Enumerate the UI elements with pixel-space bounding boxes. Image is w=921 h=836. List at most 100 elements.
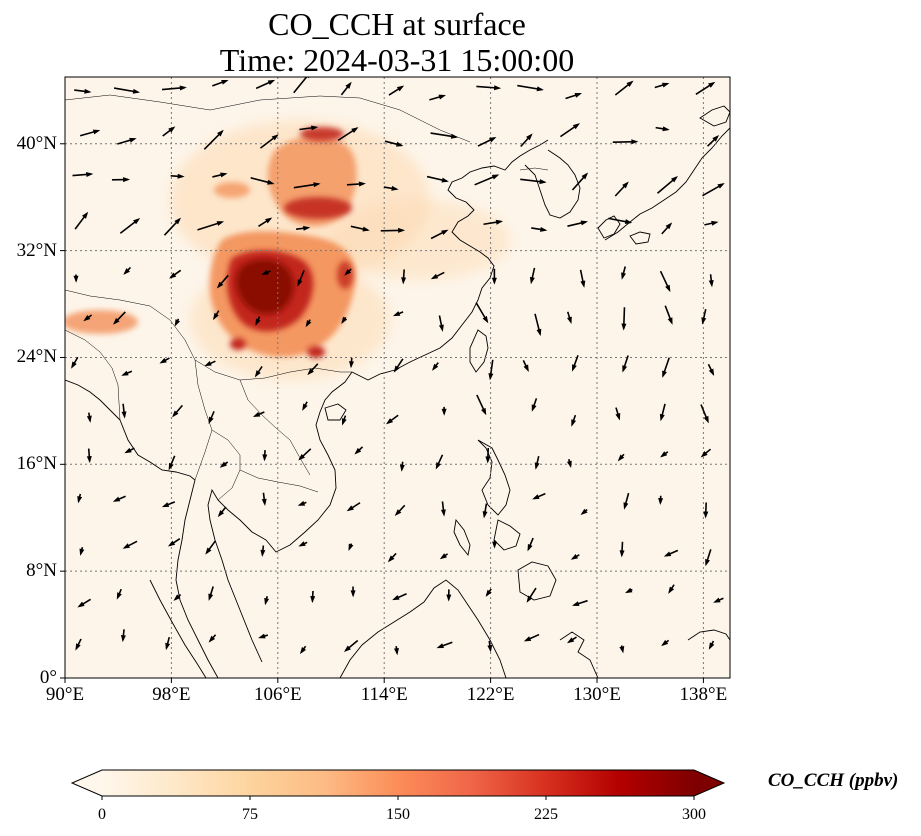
wind-vector — [79, 129, 101, 137]
coastline-hainan — [324, 403, 347, 421]
wind-vector — [83, 314, 93, 322]
wind-vector — [163, 217, 181, 236]
border-mongolia — [65, 94, 471, 143]
wind-vector — [702, 183, 725, 197]
wind-vector — [262, 449, 268, 462]
wind-vector — [565, 92, 583, 100]
wind-vector — [346, 181, 366, 187]
wind-vector — [212, 310, 220, 321]
wind-vector — [708, 640, 715, 650]
wind-vector — [205, 540, 217, 555]
coastline-sulawesi — [559, 631, 599, 678]
plume-high-s — [307, 346, 325, 358]
plume-high-top — [300, 127, 344, 141]
wind-vector — [350, 586, 356, 598]
wind-vector — [297, 500, 307, 506]
wind-vector — [354, 446, 364, 455]
wind-vector — [350, 225, 370, 232]
wind-vector — [703, 502, 709, 519]
wind-vector — [299, 125, 319, 131]
coastline-taiwan — [469, 329, 489, 373]
wind-vector — [487, 640, 493, 653]
wind-vector — [435, 454, 444, 470]
wind-vector — [73, 274, 79, 283]
lon-tick-label: 114°E — [360, 684, 408, 705]
wind-vector — [430, 132, 459, 139]
colorbar-tick-label: 0 — [98, 806, 106, 823]
wind-vector — [264, 596, 270, 606]
wind-vector — [216, 274, 229, 289]
wind-vector — [116, 588, 122, 600]
wind-vector — [169, 269, 182, 279]
colorbar — [70, 769, 726, 800]
wind-vector — [385, 414, 399, 425]
wind-vector — [532, 492, 546, 500]
wind-vector — [706, 135, 720, 147]
wind-vector — [572, 599, 588, 606]
coastline-new-guinea — [687, 629, 730, 641]
wind-vector — [261, 269, 271, 275]
wind-vector — [615, 407, 621, 421]
wind-vector — [621, 307, 627, 331]
colorbar-tick-label: 75 — [242, 806, 258, 823]
map-title: CO_CCH at surface — [268, 6, 526, 42]
wind-vector — [254, 365, 263, 378]
coastline-mindanao — [517, 561, 557, 601]
coastline-bay-bengal — [65, 379, 121, 421]
wind-vector — [77, 493, 83, 504]
wind-vector — [293, 182, 321, 189]
wind-vector — [566, 458, 572, 469]
coastline-vietnam — [265, 371, 353, 553]
wind-vector — [121, 403, 127, 419]
colorbar-extend-max — [694, 770, 724, 796]
lat-tick-label: 8°N — [26, 560, 57, 582]
wind-vector — [212, 79, 229, 87]
wind-vector — [305, 319, 312, 328]
wind-vector — [668, 584, 675, 594]
wind-vector — [167, 538, 181, 547]
wind-vector — [219, 461, 229, 468]
wind-vector — [482, 503, 488, 519]
wind-vector — [614, 181, 629, 197]
wind-vector — [346, 502, 361, 512]
wind-vector — [608, 217, 633, 225]
wind-vector — [113, 87, 141, 94]
wind-vector — [663, 549, 679, 557]
wind-vector — [197, 221, 225, 231]
wind-vector — [161, 501, 176, 508]
coastlines — [65, 105, 730, 678]
wind-vector — [492, 539, 498, 549]
wind-vector — [384, 140, 404, 147]
wind-vector — [208, 586, 214, 601]
wind-vector — [261, 492, 267, 506]
wind-vector — [298, 541, 308, 547]
wind-vector — [659, 403, 666, 422]
wind-vector — [159, 357, 170, 364]
wind-vector — [559, 123, 581, 138]
wind-vector — [476, 85, 502, 91]
coastline-korea — [524, 149, 581, 219]
wind-vector — [302, 401, 308, 411]
wind-vector — [208, 410, 215, 425]
wind-vector — [440, 501, 446, 517]
wind-vector — [520, 133, 533, 148]
wind-vector — [426, 175, 449, 183]
wind-vector — [120, 629, 126, 643]
wind-vector — [523, 633, 540, 642]
wind-vector — [713, 597, 724, 603]
wind-vector — [571, 414, 577, 427]
wind-vector — [74, 88, 92, 94]
border-thailand — [211, 429, 241, 501]
wind-vector — [531, 226, 548, 232]
wind-vector — [75, 638, 82, 651]
wind-vector — [579, 269, 586, 288]
wind-vector — [399, 461, 405, 472]
wind-vector — [438, 315, 444, 332]
wind-vector — [571, 172, 589, 191]
border-himalaya — [65, 289, 196, 361]
wind-vector — [619, 645, 625, 654]
wind-vector — [252, 411, 265, 417]
wind-vector — [71, 356, 79, 369]
wind-vector — [704, 220, 719, 226]
wind-vector — [203, 129, 224, 150]
